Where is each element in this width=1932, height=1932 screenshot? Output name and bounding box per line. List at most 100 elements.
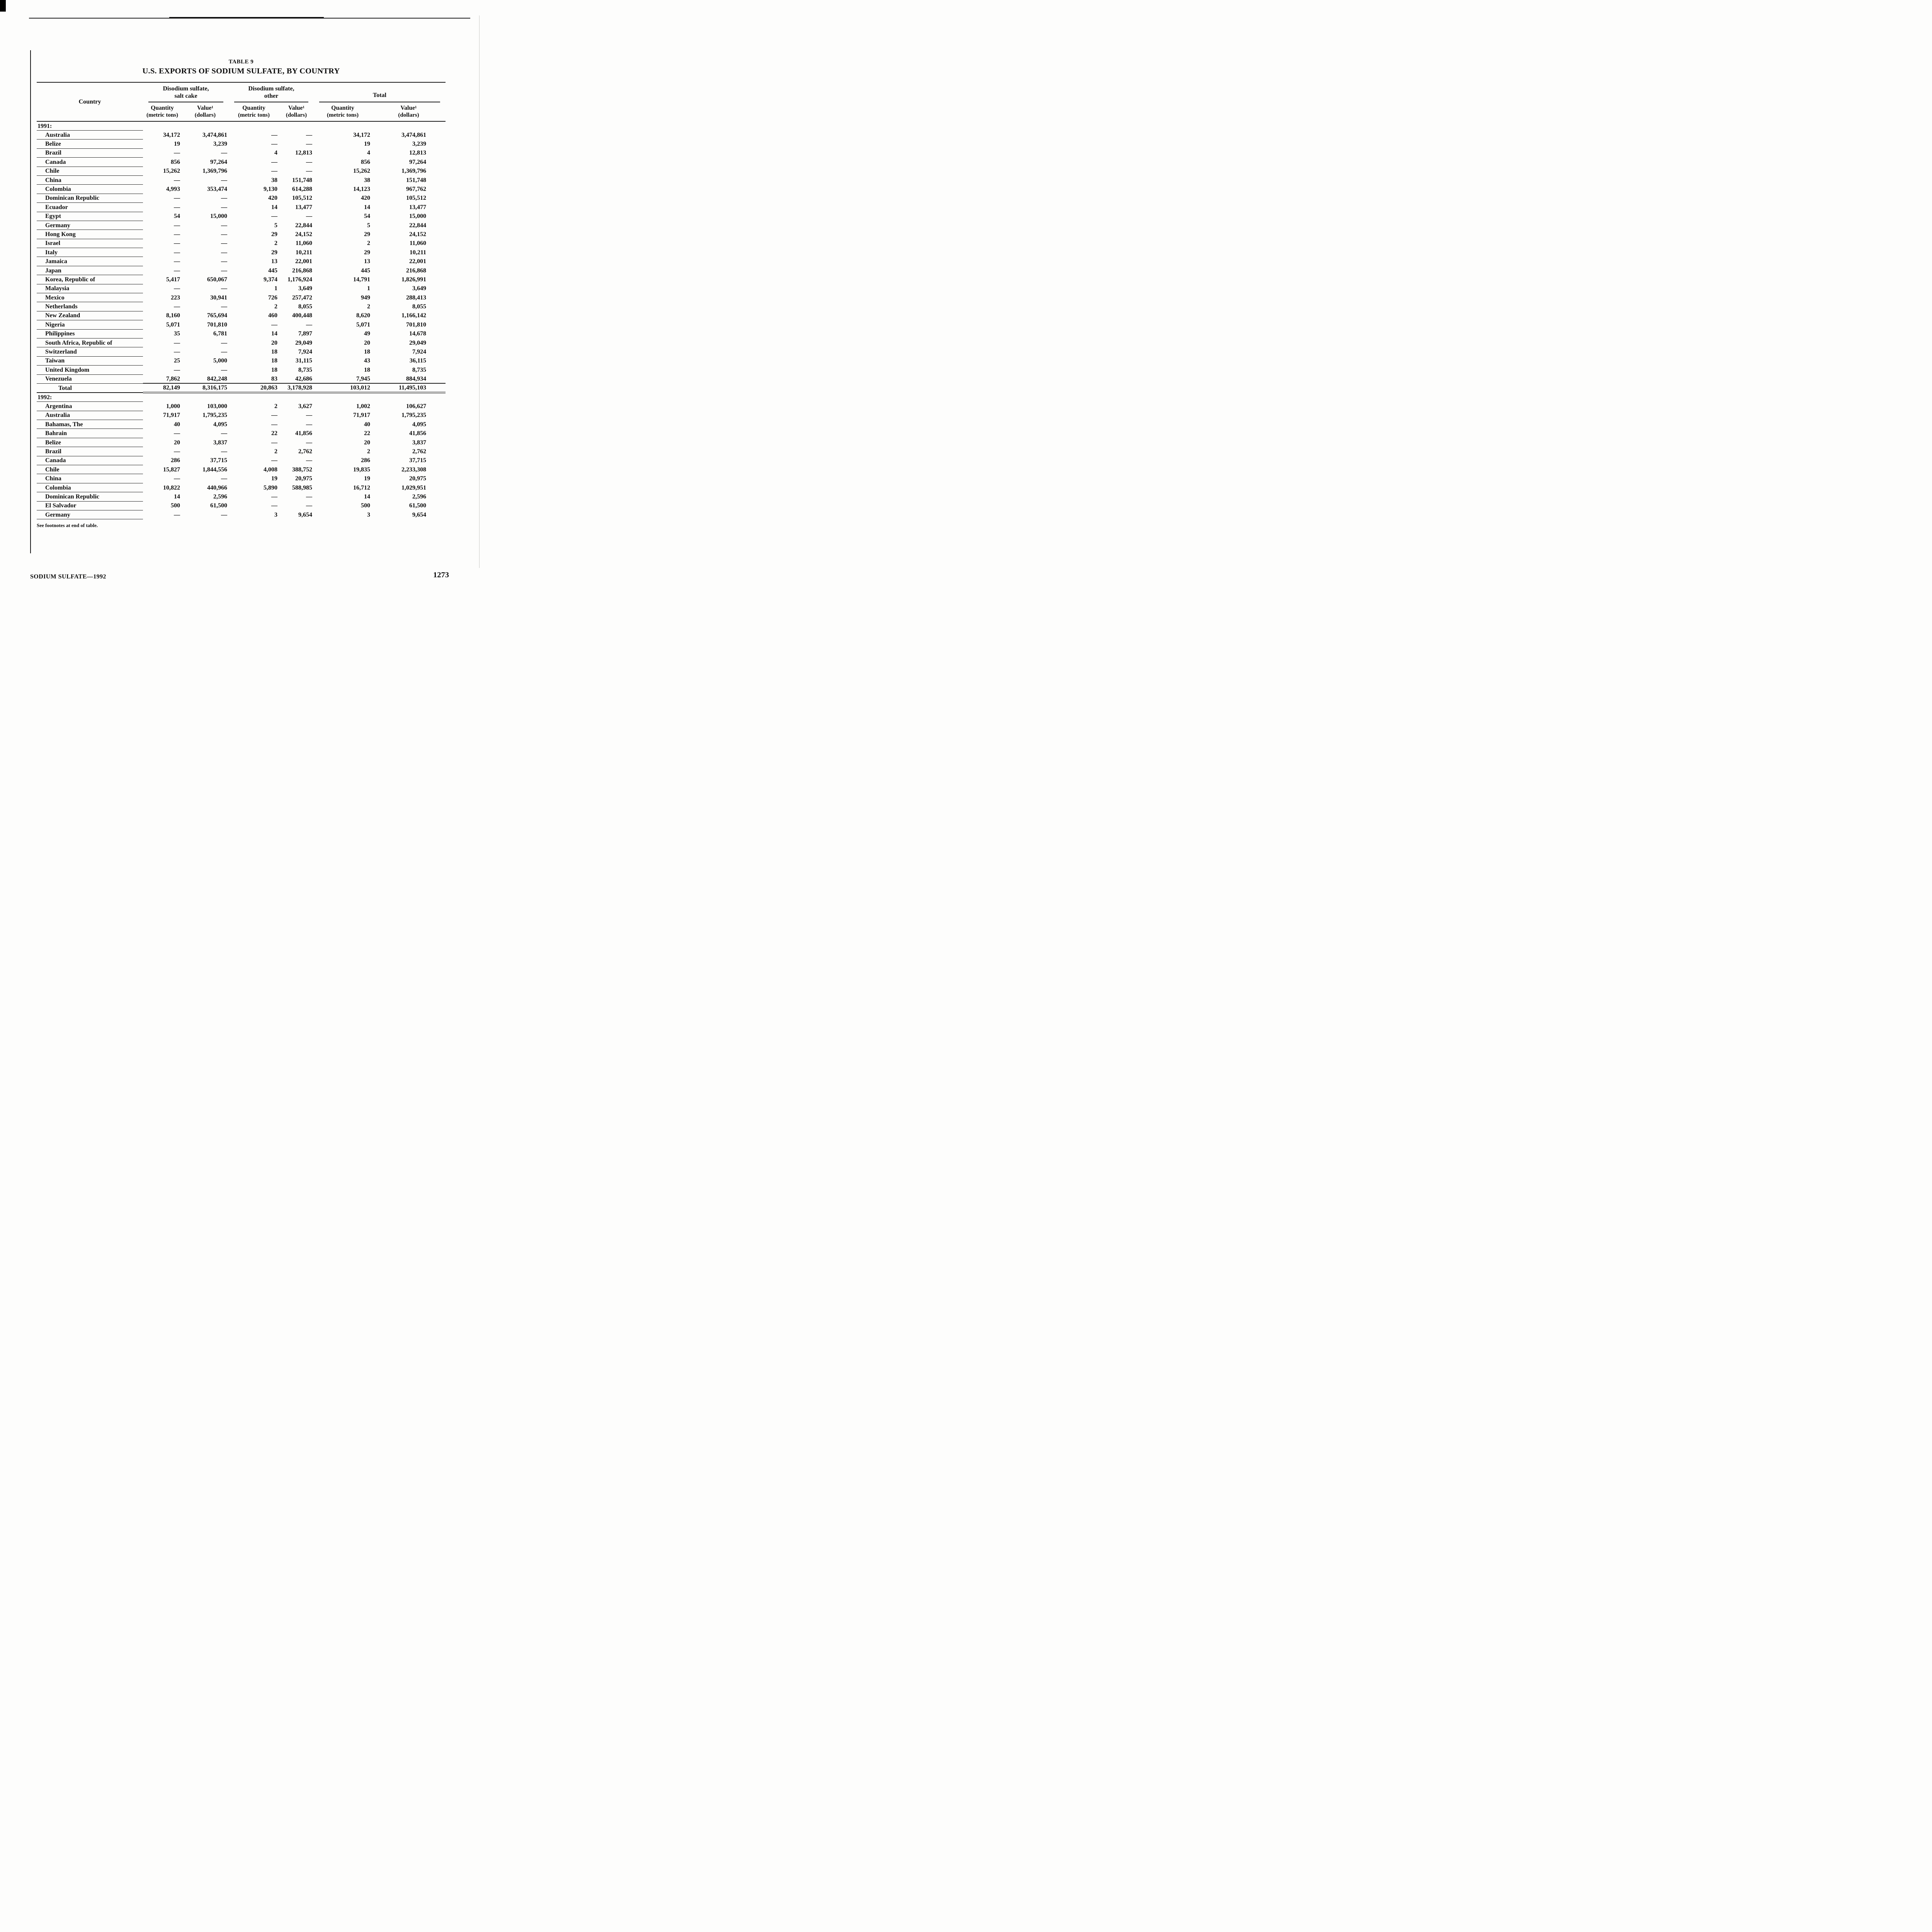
value-cell: 3,627	[298, 403, 312, 410]
group-label-other: Disodium sulfate, other	[234, 85, 308, 102]
year-row: 1991:	[37, 121, 446, 131]
value-cell: 3,474,861	[401, 131, 427, 138]
col-header-total-value: Value¹ (dollars)	[372, 102, 446, 122]
value-cell: —	[221, 267, 227, 274]
value-cell: 24,152	[295, 231, 312, 238]
country-row: Mexico 223 30,941 726 257,472 949 288,413	[37, 293, 446, 303]
value-cell: 2,596	[412, 493, 427, 500]
value-cell: —	[174, 448, 180, 455]
value-cell: 5,071	[166, 321, 180, 328]
value-cell: 20,975	[409, 475, 427, 482]
country-row: Dominican Republic 14 2,596 — — 14 2,596	[37, 492, 446, 502]
value-cell: 22,001	[409, 258, 427, 265]
value-cell: 20	[174, 439, 180, 446]
value-cell: 1,795,235	[202, 412, 227, 419]
country-row: El Salvador 500 61,500 — — 500 61,500	[37, 501, 446, 511]
country-row: Japan — — 445 216,868 445 216,868	[37, 266, 446, 276]
value-cell: 5,071	[356, 321, 370, 328]
value-cell: 353,474	[207, 186, 227, 193]
country-row: Chile 15,262 1,369,796 — — 15,262 1,369,796	[37, 167, 446, 176]
empty-cell	[182, 392, 229, 402]
sub-unit: (metric tons)	[327, 112, 359, 119]
total-value-cell: 3,178,928	[279, 383, 314, 394]
value-cell: 7,862	[166, 375, 180, 382]
country-cell: Netherlands	[37, 302, 143, 311]
value-cell: 445	[268, 267, 277, 274]
value-cell: 4,008	[264, 466, 277, 473]
empty-cell	[182, 121, 229, 130]
value-cell: —	[306, 493, 312, 500]
value-cell: 4,993	[166, 186, 180, 193]
value-cell: —	[174, 231, 180, 238]
value-cell: —	[306, 131, 312, 138]
country-cell: Nigeria	[37, 320, 143, 330]
value-cell: 216,868	[292, 267, 312, 274]
group-label-line1: Disodium sulfate,	[248, 85, 294, 92]
value-cell: 16,712	[353, 484, 370, 491]
total-label: Total	[58, 384, 72, 391]
col-header-other-value: Value¹ (dollars)	[279, 102, 314, 122]
table-number-label: TABLE 9	[228, 59, 254, 65]
value-cell: —	[221, 240, 227, 247]
value-cell: —	[221, 204, 227, 211]
value-cell: 7,924	[298, 349, 312, 355]
value-cell: 8,735	[412, 366, 427, 373]
total-value-cell: 20,863	[229, 383, 279, 394]
value-cell: 103,000	[207, 403, 227, 410]
value-cell: 2,233,308	[401, 466, 427, 473]
value-cell: —	[271, 421, 277, 428]
value-cell: 18	[271, 366, 277, 373]
country-row: Korea, Republic of 5,417 650,067 9,374 1,176…	[37, 275, 446, 284]
value-cell: —	[306, 141, 312, 148]
total-value-cell: 8,316,175	[182, 383, 229, 394]
value-cell: 30,941	[210, 294, 227, 301]
total-value-cell: 11,495,103	[372, 383, 446, 394]
value-cell: 15,000	[409, 213, 427, 220]
value-cell: —	[221, 448, 227, 455]
value-cell: 29,049	[409, 339, 427, 346]
value-cell: 9,130	[264, 186, 277, 193]
value-cell: —	[174, 222, 180, 229]
value-cell: 3,837	[213, 439, 227, 446]
value-cell: 12,813	[295, 150, 312, 156]
empty-cell	[229, 392, 279, 402]
value-cell: 842,248	[207, 375, 227, 382]
value-cell: 701,810	[406, 321, 427, 328]
value-cell: 420	[268, 195, 277, 202]
country-cell: Colombia	[37, 184, 143, 194]
value-cell: 61,500	[409, 502, 427, 509]
value-cell: 440,966	[207, 484, 227, 491]
value-cell: 286	[361, 457, 370, 464]
col-group-disodium-salt-cake: Disodium sulfate, salt cake	[143, 82, 229, 102]
value-cell: 37,715	[210, 457, 227, 464]
value-cell: 71,917	[353, 412, 370, 419]
country-cell: Dominican Republic	[37, 194, 143, 203]
value-cell: 216,868	[406, 267, 427, 274]
country-cell: Jamaica	[37, 257, 143, 266]
country-row: Italy — — 29 10,211 29 10,211	[37, 248, 446, 257]
country-cell: Japan	[37, 266, 143, 276]
value-cell: —	[271, 168, 277, 175]
country-cell: Belize	[37, 438, 143, 447]
value-cell: 13,477	[409, 204, 427, 211]
country-cell: Chile	[37, 465, 143, 474]
col-header-saltcake-value: Value¹ (dollars)	[182, 102, 229, 122]
scan-right-edge-line	[479, 15, 480, 568]
country-cell: Colombia	[37, 483, 143, 493]
value-cell: 701,810	[207, 321, 227, 328]
value-cell: 29	[364, 231, 370, 238]
value-cell: 14	[174, 493, 180, 500]
value-cell: 3	[274, 511, 277, 518]
value-cell: 257,472	[292, 294, 312, 301]
value-cell: 29	[271, 249, 277, 256]
value-cell: —	[174, 267, 180, 274]
value-cell: —	[221, 475, 227, 482]
value-cell: 1,176,924	[287, 276, 312, 283]
country-row: Argentina 1,000 103,000 2 3,627 1,002 106,627	[37, 401, 446, 411]
value-cell: —	[306, 421, 312, 428]
sub-label: Value¹	[197, 104, 213, 111]
country-row: Jamaica — — 13 22,001 13 22,001	[37, 257, 446, 266]
value-cell: 1,369,796	[401, 168, 427, 175]
sub-unit: (dollars)	[194, 112, 216, 119]
total-row: Total 82,149 8,316,175 20,863 3,178,928 103,0…	[37, 383, 446, 394]
